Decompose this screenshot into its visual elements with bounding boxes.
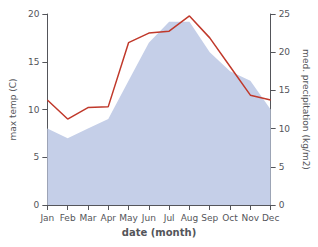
svg-text:15: 15 [279, 85, 290, 95]
svg-text:Jan: Jan [39, 213, 54, 223]
svg-text:May: May [119, 213, 138, 223]
svg-text:0: 0 [34, 200, 40, 210]
svg-text:0: 0 [279, 200, 285, 210]
svg-text:Sep: Sep [201, 213, 218, 223]
svg-text:25: 25 [279, 9, 290, 19]
svg-text:5: 5 [34, 152, 40, 162]
svg-text:Jun: Jun [141, 213, 156, 223]
svg-text:med. precipitation (kg/m2): med. precipitation (kg/m2) [301, 49, 311, 170]
svg-text:10: 10 [279, 124, 291, 134]
svg-text:date (month): date (month) [122, 227, 196, 238]
svg-text:Dec: Dec [262, 213, 279, 223]
svg-text:15: 15 [28, 57, 39, 67]
svg-text:Oct: Oct [222, 213, 238, 223]
svg-text:Nov: Nov [242, 213, 260, 223]
svg-text:Apr: Apr [100, 213, 116, 223]
svg-text:Aug: Aug [181, 213, 199, 223]
svg-text:Jul: Jul [163, 213, 175, 223]
svg-text:max temp (C): max temp (C) [8, 78, 18, 140]
svg-text:10: 10 [28, 105, 40, 115]
svg-text:Mar: Mar [79, 213, 96, 223]
svg-text:20: 20 [28, 9, 40, 19]
svg-text:5: 5 [279, 162, 285, 172]
svg-text:20: 20 [279, 47, 291, 57]
svg-text:Feb: Feb [60, 213, 76, 223]
